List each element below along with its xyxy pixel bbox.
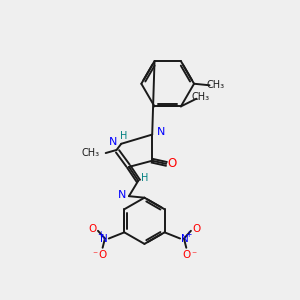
Text: N: N [157,127,165,137]
Text: H: H [141,173,148,183]
Text: N: N [181,233,189,244]
Text: CH₃: CH₃ [191,92,209,102]
Text: +: + [97,230,104,239]
Text: N: N [100,233,108,244]
Text: ⁻: ⁻ [192,250,197,260]
Text: O: O [182,250,190,260]
Text: O: O [167,157,176,170]
Text: +: + [185,230,191,239]
Text: N: N [118,190,126,200]
Text: O: O [98,250,107,260]
Text: N: N [109,137,117,147]
Text: O: O [88,224,96,234]
Text: CH₃: CH₃ [207,80,225,90]
Text: H: H [120,131,127,141]
Text: CH₃: CH₃ [81,148,100,158]
Text: ⁻: ⁻ [92,250,97,260]
Text: O: O [193,224,201,234]
